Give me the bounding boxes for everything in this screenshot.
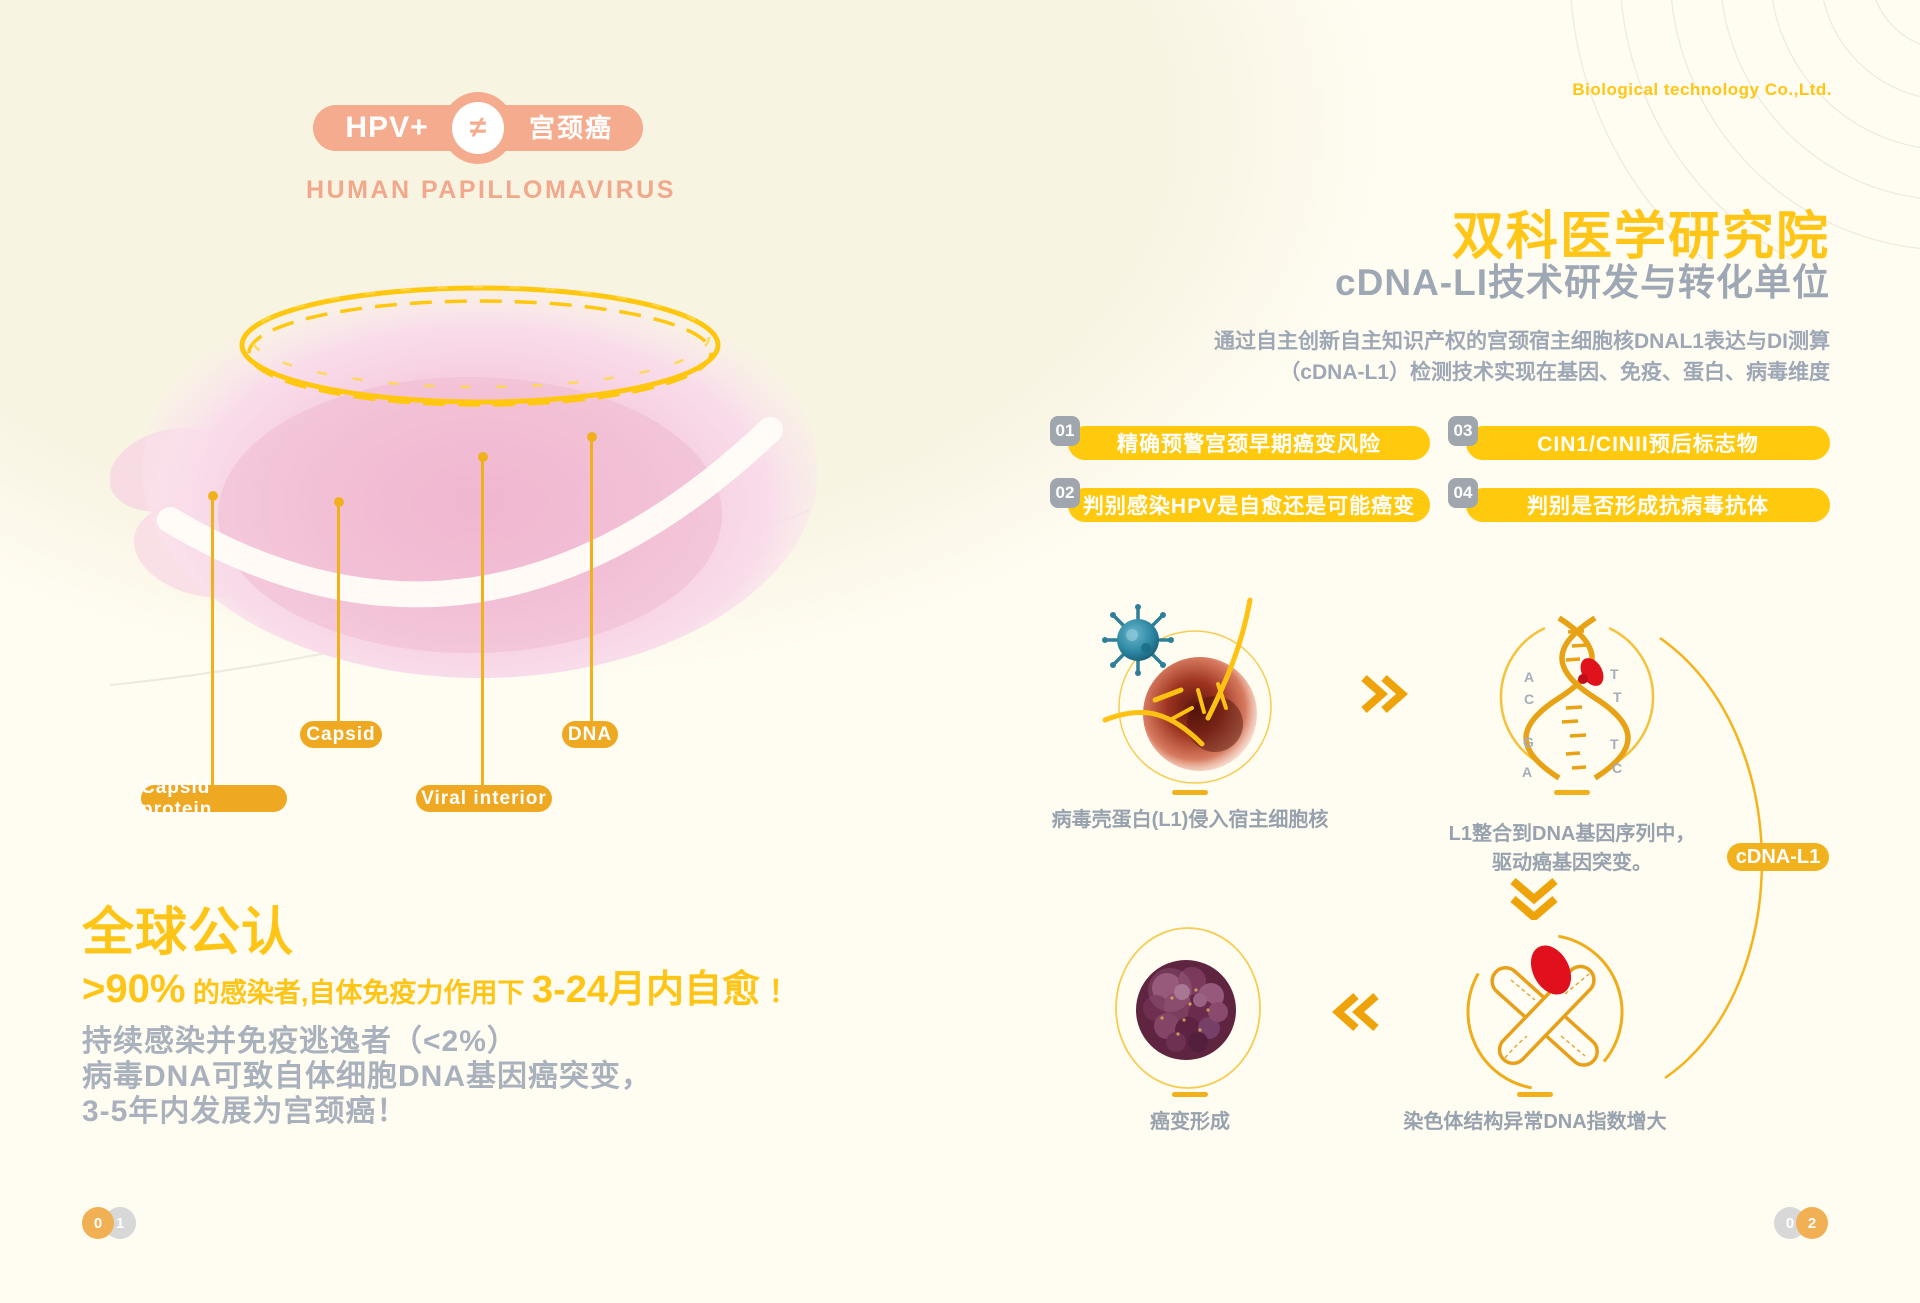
global-consensus-headline: 全球公认 [82, 904, 295, 962]
feature-number-02: 02 [1050, 478, 1080, 508]
dna-letter: T [1610, 736, 1619, 752]
hpv-badge-hpv-text: HPV+ [345, 111, 429, 144]
dna-integration-figure: A C T T G T A C [1499, 615, 1655, 781]
dna-helix-icon [1523, 615, 1631, 781]
dna-letter: A [1522, 764, 1532, 780]
dna-letter: T [1610, 666, 1619, 682]
stat-big-text: 3-24月内自愈 [531, 969, 760, 1011]
stat-mid-text: 的感染者,自体免疫力作用下 [185, 978, 532, 1008]
tumor-cluster-icon [1136, 960, 1236, 1060]
feature-banner-01: 精确预警宫颈早期癌变风险 [1068, 426, 1430, 460]
page-number-left-0: 0 [82, 1207, 114, 1239]
hpv-virus-icon [1102, 604, 1174, 676]
circular-dna-strand [239, 285, 721, 407]
dna-leader-line [586, 432, 597, 721]
intro-line: 通过自主创新自主知识产权的宫颈宿主细胞核DNAL1表达与DI测算 [1213, 330, 1830, 353]
paragraph-line: 持续感染并免疫逃逸者（<2%） [82, 1025, 518, 1058]
page-number-right-2: 2 [1796, 1207, 1828, 1239]
step2-dash [1554, 790, 1590, 795]
host-cell-icon [1143, 657, 1257, 771]
cdna-l1-badge: cDNA-L1 [1727, 843, 1829, 871]
step3-dash [1517, 1092, 1553, 1097]
capsid-protein-leader-line [207, 491, 218, 785]
hpv-subtitle: HUMAN PAPILLOMAVIRUS [306, 176, 676, 204]
step3-label: 染色体结构异常DNA指数增大 [1403, 1111, 1667, 1133]
paragraph-line: 3-5年内发展为宫颈癌！ [82, 1095, 408, 1128]
hpv-badge-cancer-text: 宫颈癌 [528, 113, 613, 143]
step1-label: 病毒壳蛋白(L1)侵入宿主细胞核 [1051, 809, 1329, 831]
dna-label: DNA [562, 721, 618, 748]
stat-line: >90% 的感染者,自体免疫力作用下 3-24月内自愈 ！ [82, 958, 798, 1013]
feature-number-04: 04 [1448, 478, 1478, 508]
chromosome-icon [1490, 945, 1599, 1067]
step2-label: L1整合到DNA基因序列中， 驱动癌基因突变。 [1422, 820, 1722, 878]
mutation-blob-icon [1530, 945, 1572, 995]
intro-line: （cDNA-L1）检测技术实现在基因、免疫、蛋白、病毒维度 [1279, 361, 1830, 384]
stat-exclamation: ！ [760, 976, 799, 1009]
company-name: Biological technology Co.,Ltd. [1572, 80, 1832, 99]
feature-banner-03: CIN1/CINII预后标志物 [1466, 426, 1830, 460]
institute-subtitle: cDNA-LI技术研发与转化单位 [1335, 262, 1830, 303]
feature-banner-04: 判别是否形成抗病毒抗体 [1466, 488, 1830, 522]
persistent-infection-paragraph: 持续感染并免疫逃逸者（<2%） 病毒DNA可致自体细胞DNA基因癌突变， 3-5… [82, 1024, 652, 1129]
arrow-right-icon [1361, 675, 1409, 713]
step2-label-line1: L1整合到DNA基因序列中， [1448, 823, 1696, 845]
viral-interior-label: Viral interior [416, 785, 552, 812]
step4-label: 癌变形成 [1150, 1111, 1230, 1133]
dna-letter: C [1612, 760, 1622, 776]
not-equal-icon: ≠ [452, 102, 504, 154]
virus-invades-cell-figure [1102, 597, 1272, 784]
abnormal-chromosome-figure [1466, 934, 1624, 1090]
tumor-formation-figure [1115, 927, 1261, 1089]
dna-strands-icon [1102, 597, 1253, 747]
feature-banner-02: 判别感染HPV是自愈还是可能癌变 [1068, 488, 1430, 522]
viral-interior-leader-line [477, 452, 488, 785]
step2-label-line2: 驱动癌基因突变。 [1492, 852, 1652, 874]
dna-letter: T [1613, 689, 1622, 705]
capsid-protein-label: Capsid protein [141, 777, 287, 820]
arrow-left-icon [1332, 993, 1379, 1031]
dna-letter: C [1524, 691, 1534, 707]
paragraph-line: 病毒DNA可致自体细胞DNA基因癌突变， [82, 1060, 652, 1093]
intro-paragraph: 通过自主创新自主知识产权的宫颈宿主细胞核DNAL1表达与DI测算 （cDNA-L… [1214, 326, 1830, 388]
dna-letter: A [1524, 669, 1534, 685]
cervix-virus-illustration [110, 262, 818, 686]
capsid-label: Capsid [300, 721, 382, 748]
step1-dash [1172, 790, 1208, 795]
dna-letter: G [1523, 734, 1534, 750]
feature-number-03: 03 [1448, 416, 1478, 446]
stat-percentage: >90% [82, 967, 186, 1011]
step4-dash [1172, 1092, 1208, 1097]
feature-number-01: 01 [1050, 416, 1080, 446]
capsid-leader-line [333, 497, 344, 721]
institute-title: 双科医学研究院 [1451, 208, 1830, 266]
arrow-down-icon [1510, 877, 1558, 920]
